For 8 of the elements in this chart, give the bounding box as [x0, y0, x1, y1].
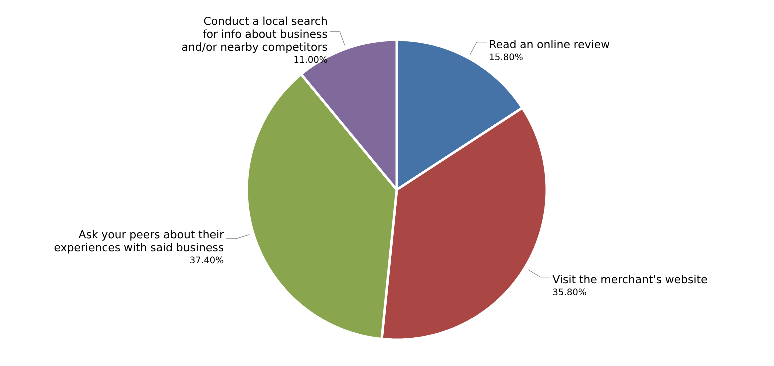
data-label: 15.80%: [490, 54, 523, 60]
data-label: 37.40%: [190, 256, 224, 264]
data-label: 35.80%: [553, 288, 586, 296]
slice-label: Conduct a local search for info about business and/or nearby competitors: [182, 16, 328, 54]
data-label: 11.00%: [294, 56, 328, 64]
slice-label: Ask your peers about their experiences with said business: [54, 230, 224, 254]
slice-label: Read an online review: [490, 40, 610, 49]
slice-label: Visit the merchant's website: [552, 275, 708, 284]
